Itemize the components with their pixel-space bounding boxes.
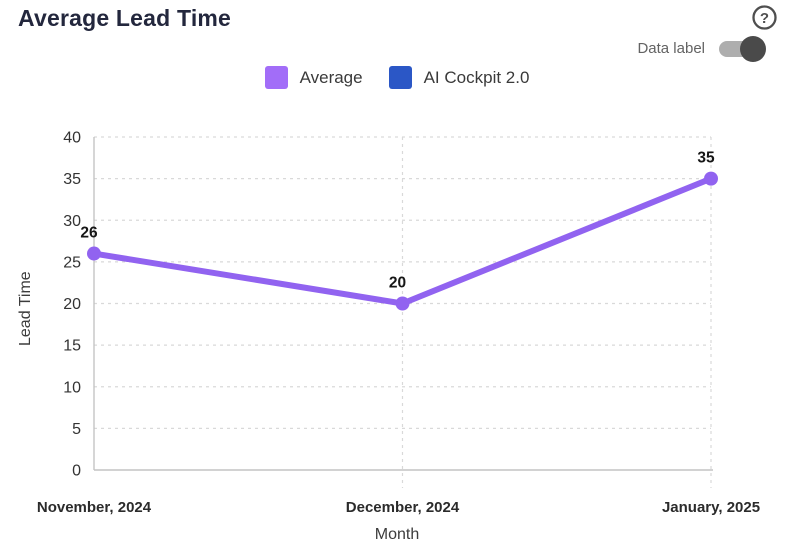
data-point-0[interactable] <box>87 246 101 261</box>
legend-swatch <box>388 66 412 89</box>
legend-item-0[interactable]: Average <box>264 66 363 89</box>
help-icon[interactable]: ? <box>751 4 778 31</box>
y-tick-40: 40 <box>63 130 81 147</box>
data-label-control: Data label <box>637 35 766 62</box>
data-point-2[interactable] <box>704 171 718 186</box>
legend-label: Average <box>299 67 363 87</box>
y-tick-10: 10 <box>63 379 81 396</box>
svg-text:?: ? <box>760 10 769 27</box>
x-axis-title: Month <box>374 526 420 543</box>
y-tick-15: 15 <box>63 338 81 355</box>
x-tick-2: January, 2025 <box>662 499 760 516</box>
data-label-toggle[interactable] <box>719 35 766 62</box>
toggle-knob <box>740 35 766 62</box>
y-tick-5: 5 <box>72 421 81 438</box>
data-point-1[interactable] <box>395 296 410 311</box>
y-tick-35: 35 <box>63 171 81 188</box>
data-label-text: Data label <box>637 40 705 57</box>
page-title: Average Lead Time <box>18 5 232 31</box>
y-axis-title: Lead Time <box>17 271 34 346</box>
y-tick-25: 25 <box>63 254 81 271</box>
legend-item-1[interactable]: AI Cockpit 2.0 <box>388 66 530 89</box>
legend-swatch <box>264 66 288 89</box>
line-chart: 0 5 10 15 20 25 30 35 40 November, 2024 December, … <box>37 130 760 517</box>
y-tick-30: 30 <box>63 213 81 230</box>
y-tick-0: 0 <box>72 463 81 480</box>
y-tick-20: 20 <box>63 296 81 313</box>
x-tick-1: December, 2024 <box>346 499 460 516</box>
chart-legend: Average AI Cockpit 2.0 <box>0 66 794 89</box>
data-label-0: 26 <box>80 225 98 242</box>
x-tick-0: November, 2024 <box>37 499 152 516</box>
data-label-2: 35 <box>697 150 715 167</box>
data-label-1: 20 <box>389 275 406 292</box>
legend-label: AI Cockpit 2.0 <box>423 67 530 87</box>
